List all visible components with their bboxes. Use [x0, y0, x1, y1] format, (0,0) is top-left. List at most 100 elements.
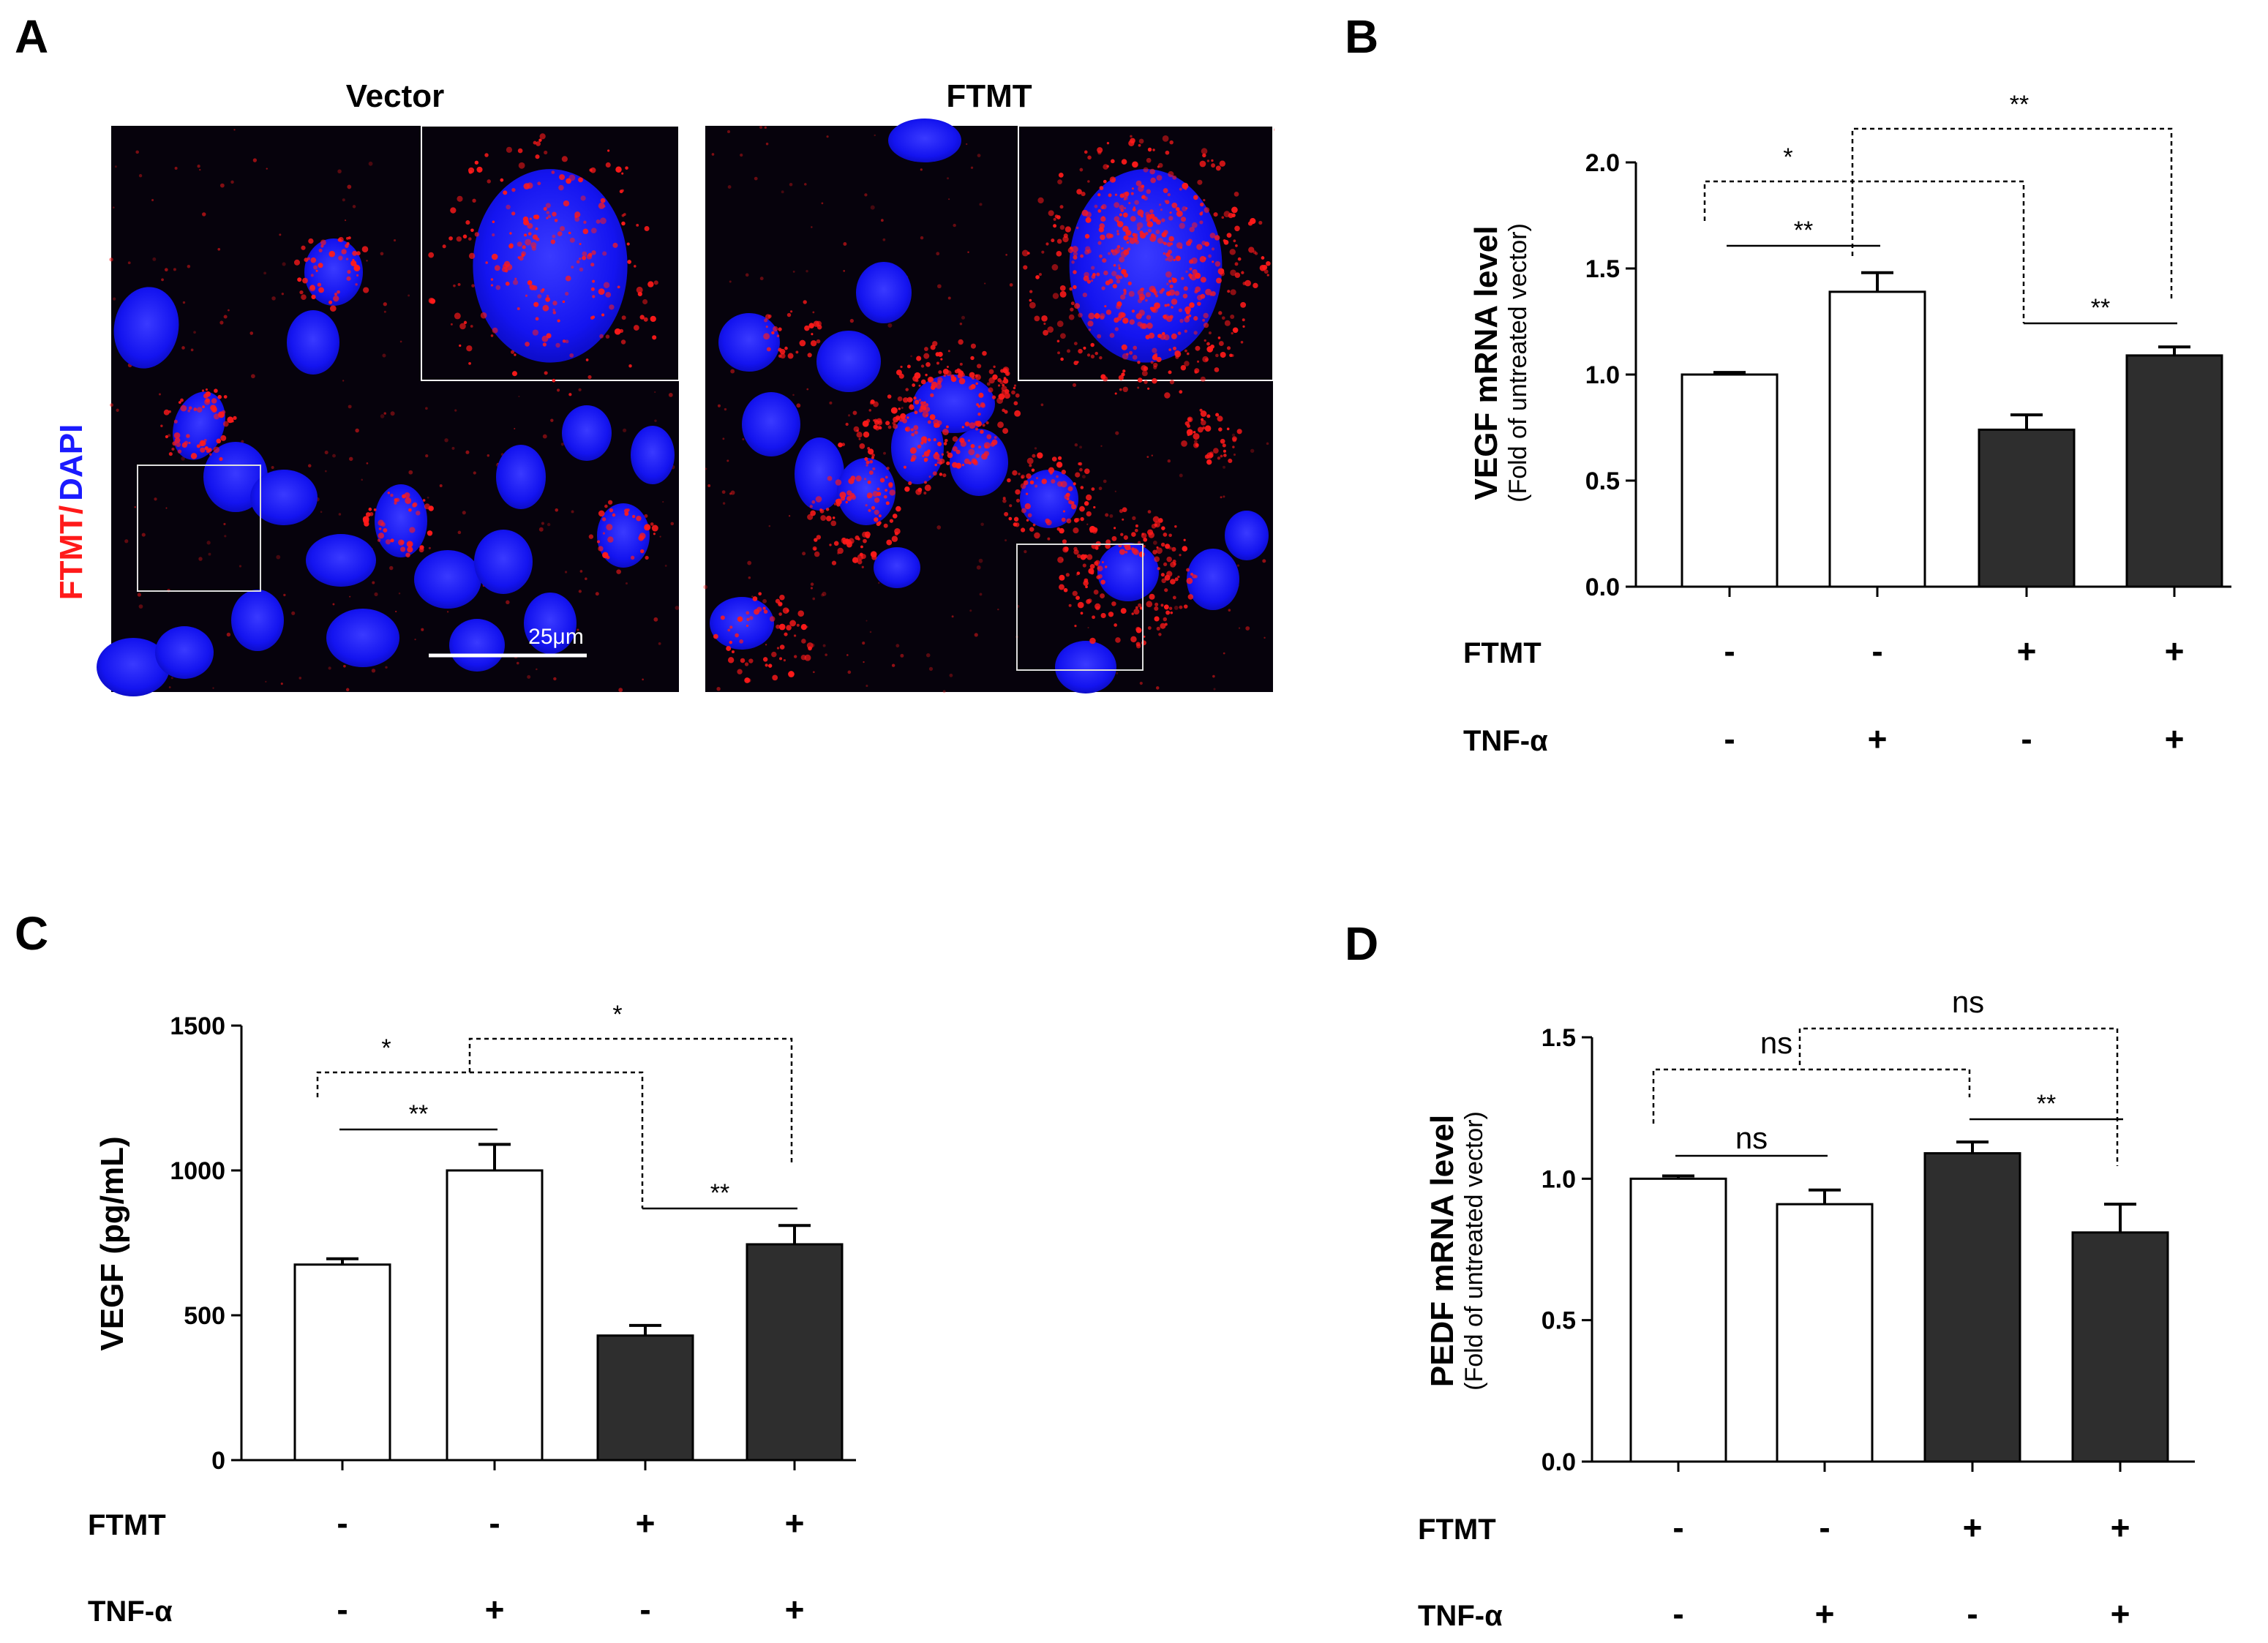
inset-ftmt-signal	[1122, 225, 1129, 233]
inset-ftmt-signal	[1215, 353, 1219, 358]
ftmt-signal	[814, 538, 818, 542]
red-speckle	[1223, 495, 1225, 498]
ftmt-signal	[378, 527, 382, 530]
inset-ftmt-signal	[511, 187, 516, 192]
ftmt-signal	[767, 663, 773, 668]
ftmt-signal	[1197, 426, 1204, 433]
ftmt-signal	[952, 462, 958, 468]
ftmt-signal	[1101, 560, 1104, 564]
red-speckle	[538, 527, 544, 532]
inset-ftmt-signal	[1100, 374, 1106, 380]
inset-ftmt-signal	[1097, 241, 1102, 245]
inset-ftmt-signal	[598, 288, 605, 296]
ftmt-signal	[793, 634, 797, 637]
ftmt-signal	[876, 487, 880, 491]
ftmt-signal	[1157, 567, 1160, 571]
red-speckle	[717, 404, 721, 407]
ftmt-signal	[385, 539, 391, 545]
ftmt-signal	[301, 294, 307, 300]
inset-ftmt-signal	[1223, 239, 1229, 245]
red-speckle	[847, 670, 852, 674]
y-tick-label: 0.5	[1585, 467, 1620, 495]
ftmt-signal	[1122, 507, 1127, 513]
inset-ftmt-signal	[1200, 376, 1206, 382]
ftmt-signal	[1168, 533, 1172, 538]
red-speckle	[487, 454, 490, 457]
ftmt-signal	[338, 255, 343, 260]
inset-ftmt-signal	[590, 228, 597, 234]
inset-ftmt-signal	[1200, 277, 1206, 283]
ftmt-signal	[607, 536, 614, 543]
inset-ftmt-signal	[1219, 160, 1226, 167]
inset-ftmt-signal	[1173, 346, 1177, 350]
ftmt-signal	[863, 478, 866, 481]
inset-ftmt-signal	[1184, 187, 1187, 190]
inset-ftmt-signal	[491, 253, 498, 260]
ftmt-signal	[221, 410, 226, 415]
condition-sign: +	[485, 1590, 505, 1628]
inset-ftmt-signal	[1205, 288, 1212, 296]
red-speckle	[974, 633, 978, 637]
ftmt-signal	[639, 549, 645, 554]
ftmt-signal	[1111, 535, 1117, 541]
ftmt-signal	[1158, 518, 1163, 523]
ftmt-signal	[782, 607, 789, 614]
red-speckle	[966, 143, 968, 146]
ftmt-signal	[320, 239, 326, 246]
red-speckle	[822, 591, 827, 596]
inset-ftmt-signal	[1097, 334, 1102, 339]
ftmt-signal	[981, 453, 988, 460]
red-speckle	[675, 606, 680, 610]
inset-ftmt-signal	[1062, 236, 1069, 243]
ftmt-signal	[190, 453, 198, 459]
ftmt-signal	[946, 461, 950, 465]
red-speckle	[825, 653, 827, 656]
inset-ftmt-signal	[592, 279, 596, 283]
ftmt-signal	[855, 475, 862, 482]
inset-ftmt-signal	[1231, 213, 1236, 218]
inset-ftmt-signal	[545, 203, 551, 208]
condition-sign: +	[1815, 1595, 1835, 1633]
ftmt-signal	[950, 375, 955, 379]
inset-ftmt-signal	[1138, 143, 1141, 147]
bar	[1978, 428, 2076, 588]
stain-label-dapi: DAPI	[53, 424, 89, 501]
ftmt-signal	[211, 398, 217, 404]
inset-ftmt-signal	[1123, 235, 1129, 241]
inset-ftmt-signal	[1119, 205, 1124, 210]
ftmt-signal	[1105, 539, 1111, 545]
inset-ftmt-signal	[551, 170, 555, 174]
ftmt-signal	[930, 393, 934, 397]
inset-ftmt-signal	[1141, 370, 1148, 377]
red-speckle	[937, 284, 942, 289]
red-speckle	[789, 182, 793, 187]
ftmt-signal	[992, 374, 998, 380]
ftmt-signal	[746, 611, 750, 615]
red-speckle	[560, 443, 564, 446]
significance-label: **	[2091, 294, 2110, 322]
ftmt-signal	[1128, 547, 1132, 550]
ftmt-signal	[1186, 577, 1193, 584]
red-speckle	[843, 269, 846, 272]
ftmt-signal	[887, 394, 892, 399]
ftmt-signal	[713, 633, 718, 639]
ftmt-signal	[942, 473, 947, 478]
red-speckle	[451, 446, 455, 450]
ftmt-signal	[160, 424, 163, 427]
ftmt-signal	[1051, 478, 1056, 484]
red-speckle	[1228, 609, 1231, 612]
ftmt-signal	[1170, 579, 1176, 584]
ftmt-signal	[1064, 494, 1070, 500]
ftmt-signal	[231, 420, 234, 423]
ftmt-signal	[346, 236, 349, 240]
inset-ftmt-signal	[543, 206, 547, 211]
ftmt-signal	[408, 508, 412, 512]
ftmt-signal	[1104, 565, 1108, 568]
inset-ftmt-signal	[487, 179, 491, 184]
ftmt-signal	[612, 513, 616, 517]
ftmt-signal	[1092, 615, 1095, 620]
inset-ftmt-signal	[578, 177, 584, 183]
ftmt-signal	[1057, 556, 1064, 563]
inset-ftmt-signal	[1127, 281, 1132, 286]
ftmt-signal	[816, 324, 822, 330]
